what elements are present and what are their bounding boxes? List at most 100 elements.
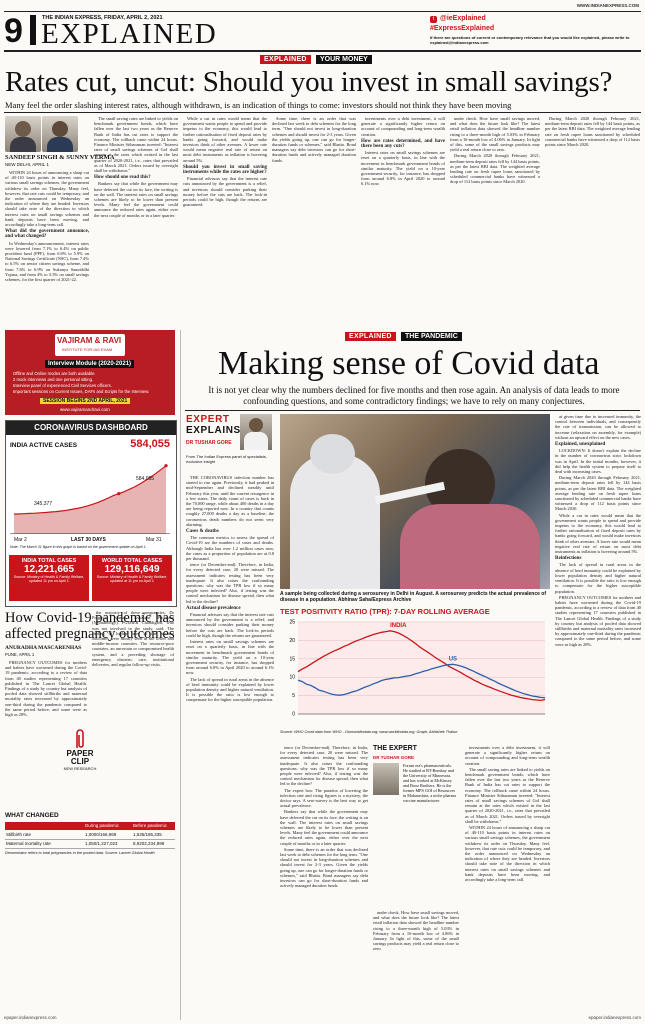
story3-col1-subhead: Cases & deaths <box>186 529 219 535</box>
row-2-during: 1,050/1,227,023 <box>85 841 118 846</box>
y-tick-label: 25 <box>289 620 295 626</box>
story1-deck-rule <box>4 112 641 113</box>
twitter-handle[interactable]: @ieExplained <box>440 15 486 22</box>
ad-point-1: Offline and Online modes are both availa… <box>13 371 96 376</box>
story1-col1: WITHIN 24 hours of announcing a sharp cu… <box>5 170 89 326</box>
story2-col2: the majority of these pregnancies. Dr Pr… <box>92 610 174 810</box>
row-1-during: 1,0000/166,969 <box>85 832 117 837</box>
expert-photo <box>240 414 272 450</box>
story3-tag-left: EXPLAINED <box>345 332 396 341</box>
story3-col4: investments over a debt investment, it w… <box>465 745 550 1015</box>
story1-col2: The small saving rates are linked to yie… <box>94 116 178 326</box>
footer-left[interactable]: epaper.indianexpress.com <box>4 1015 57 1020</box>
story3-col1-subhead-b: Actual disease prevalence <box>186 605 241 611</box>
y-tick-label: 10 <box>289 675 295 681</box>
story3-col3-text: under check. How have small savings move… <box>373 910 459 952</box>
story1-byline: SANDEEP SINGH & SUNNY VERMA <box>5 154 115 161</box>
paper-clip-box: PAPER CLIP NEW RESEARCH <box>58 728 102 772</box>
story3-tag-right: THE PANDEMIC <box>401 332 462 341</box>
chart-annotation-high: 584,055 <box>136 476 155 482</box>
story1-tag-left: EXPLAINED <box>260 55 311 64</box>
dashboard-box: CORONAVIRUS DASHBOARD INDIA ACTIVE CASES… <box>5 420 177 607</box>
story1-headline: Rates cut, uncut: Should you invest in s… <box>5 66 613 98</box>
row-2-label: Maternal mortality rate <box>6 841 51 846</box>
story3-col4-text: investments over a debt investment, it w… <box>465 745 550 766</box>
story3-headline: Making sense of Covid data <box>218 345 600 382</box>
table-row: Maternal mortality rate 1,050/1,227,023 … <box>5 840 175 849</box>
story1-col7-text: During March 2020 through February 2021,… <box>545 116 640 148</box>
world-total-value: 129,116,649 <box>104 564 160 575</box>
story3-col2-text: tence (or December-end). Therefore, in I… <box>280 745 368 787</box>
expert-name: DR TUSHAR GORE <box>186 440 232 446</box>
story3-col1-text-e: Interest rates on small savings schemes … <box>186 639 274 676</box>
series-label-us: US <box>449 657 457 663</box>
ad-point-2: 2 mock interviews and one personal sitti… <box>13 377 94 382</box>
story2-col1: PREGNANCY OUTCOMES for mothers and babie… <box>5 660 87 810</box>
story3-deck: It is not yet clear why the numbers decl… <box>208 385 620 406</box>
story3-col1-text-f: The lack of spread in rural areas in the… <box>186 676 274 703</box>
masthead-note: If there are questions of current or con… <box>430 35 630 45</box>
story3-col1-text-c: tence (or December-end). Therefore, in I… <box>186 562 274 604</box>
table-row: Stillbirth rate 1,0000/166,969 1,535/185… <box>5 831 175 840</box>
ad-logo <box>55 334 125 356</box>
story3-col5-text-c: During March 2020 through February 2021,… <box>555 475 641 512</box>
story1-col6: under check. How have small savings move… <box>450 116 540 326</box>
serosurvey-photo <box>280 414 550 589</box>
story3-col3: under check. How have small savings move… <box>373 910 459 1015</box>
what-changed-note: Denominator refers to total pregnancies … <box>5 851 155 855</box>
india-total-source: Source: Ministry of Health & Family Welf… <box>13 575 85 584</box>
ad-point-4: Important sessions on Current Issues, DA… <box>13 389 150 394</box>
ad-footer: SESSION BEGINS 2ND APRIL, 2021 <box>40 398 131 404</box>
series-line-india <box>297 630 546 702</box>
india-total-value: 12,221,665 <box>23 564 75 575</box>
explains-label: EXPLAINS <box>186 425 241 436</box>
data-point <box>164 464 168 468</box>
ad-box[interactable]: VAJIRAM & RAVI INSTITUTE FOR IAS EXAM In… <box>5 330 175 415</box>
masthead-bottom-rule <box>4 50 641 52</box>
header-during: During pandemic <box>85 823 120 828</box>
twitter-icon: t <box>430 16 437 23</box>
world-total-box: WORLD TOTAL CASES 129,116,649 Source: Mi… <box>92 555 172 601</box>
ad-site[interactable]: www.vajiramandravi.com <box>60 407 110 412</box>
story3-col5: at given time due to increased immunity,… <box>555 414 641 1014</box>
active-cases-label: INDIA ACTIVE CASES <box>10 442 78 449</box>
x-end-label: Mar 31 <box>146 537 162 543</box>
expert-note: From The Indian Express panel of special… <box>186 454 267 464</box>
story1-col2-text: The small saving rates are linked to yie… <box>94 116 178 174</box>
story1-col3: While a cut in rates would mean that the… <box>183 116 267 326</box>
plot-area <box>298 622 545 714</box>
story3-col1-text: THE CORONAVIRUS infection number has sta… <box>186 475 274 527</box>
story3-col2-text-c: Bankers say that while the government ma… <box>280 809 368 846</box>
story3-col5-subhead-b: Reinfections <box>555 556 582 562</box>
y-tick-label: 5 <box>292 693 295 699</box>
india-total-box: INDIA TOTAL CASES 12,221,665 Source: Min… <box>9 555 89 601</box>
story2-headline: How Covid-19 pandemic has affected pregn… <box>5 610 175 642</box>
what-changed-header: During pandemic Before pandemic <box>5 822 175 830</box>
what-changed-title: WHAT CHANGED <box>5 812 59 819</box>
story1-tag-right: YOUR MONEY <box>316 55 372 64</box>
story2-col2-text: the majority of these pregnancies. Dr Pr… <box>92 610 174 668</box>
story2-place: PUNE, APRIL 1 <box>5 652 35 657</box>
story1-deck: Many feel the order slashing interest ra… <box>5 100 512 110</box>
chart-source: Source: WHO Covid data from WHO - Ourwor… <box>280 730 458 734</box>
story1-place: NEW DELHI, APRIL 1 <box>5 162 49 167</box>
tpr-chart: 0 5 10 15 20 25 INDIA US <box>289 620 546 718</box>
data-point <box>117 492 121 496</box>
story1-col5: investments over a debt investment, it w… <box>361 116 445 326</box>
active-cases-value: 584,055 <box>130 438 170 450</box>
y-tick-label: 15 <box>289 656 295 662</box>
story1-col6-text-b: During March 2020 through February 2021,… <box>450 153 540 185</box>
hashtag: #ExpressExplained <box>430 25 495 32</box>
author-photo-1 <box>5 116 41 152</box>
story1-col5-text: investments over a debt investment, it w… <box>361 116 445 137</box>
story3-deck-rule <box>185 410 640 411</box>
page-number: 9 <box>4 12 23 50</box>
y-tick-label: 20 <box>289 638 295 644</box>
story3-col5-text-b: LOCKDOWN: It doesn't explain the decline… <box>555 448 641 475</box>
header-before: Before pandemic <box>133 823 168 828</box>
story3-col5-text: at given time due to increased immunity,… <box>555 414 641 440</box>
footer-right[interactable]: epaper.indianexpress.com <box>588 1015 641 1020</box>
story1-col7: During March 2020 through February 2021,… <box>545 116 640 326</box>
world-total-label: WORLD TOTAL CASES <box>101 558 163 564</box>
story3-col5-subhead: Explained, unexplained <box>555 442 606 448</box>
